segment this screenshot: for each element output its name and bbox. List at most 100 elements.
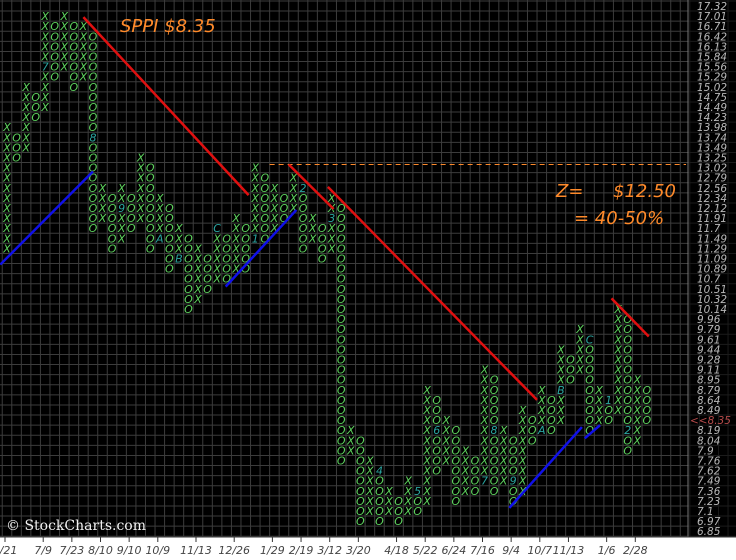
o-box: O (146, 212, 155, 225)
o-box: O (50, 71, 59, 84)
o-box: O (337, 273, 346, 286)
o-box: O (222, 242, 231, 255)
o-box: O (299, 212, 308, 225)
x-box: X (422, 485, 431, 498)
support-trend-line (508, 426, 583, 509)
x-box: X (79, 40, 88, 53)
o-box: O (337, 232, 346, 245)
o-box: O (566, 374, 575, 387)
x-box: X (60, 51, 69, 64)
x-box: X (155, 202, 164, 215)
month-marker: 3 (328, 212, 335, 225)
o-box: O (261, 172, 270, 185)
x-box: X (384, 495, 393, 508)
x-box: X (308, 212, 317, 225)
x-box: X (289, 172, 298, 185)
x-box: X (40, 101, 49, 114)
o-box: O (490, 384, 499, 397)
o-box: O (528, 414, 537, 427)
price-tick-label: 15.02 (697, 82, 727, 94)
price-tick-label: 12.56 (697, 183, 727, 195)
o-box: O (241, 222, 250, 235)
o-box: O (184, 283, 193, 296)
date-tick-label: 2/19 (289, 544, 314, 557)
price-tick-label: 14.23 (697, 112, 727, 124)
o-box: O (108, 222, 117, 235)
o-box: O (337, 434, 346, 447)
x-box: X (461, 444, 470, 457)
price-tick-label: 11.91 (697, 213, 727, 225)
date-tick-label: 6/24 (441, 544, 466, 557)
x-box: X (384, 485, 393, 498)
x-box: X (442, 444, 451, 457)
x-box: X (461, 475, 470, 488)
o-box: O (261, 202, 270, 215)
o-box: O (471, 475, 480, 488)
x-box: X (155, 222, 164, 235)
o-box: O (432, 414, 441, 427)
o-box: O (452, 434, 461, 447)
x-box: X (117, 192, 126, 205)
price-tick-label: 16.13 (697, 41, 727, 53)
x-box: X (136, 172, 145, 185)
price-tick-label: 7.36 (697, 486, 721, 498)
o-box: O (356, 515, 365, 528)
x-box: X (556, 374, 565, 387)
o-box: O (452, 455, 461, 468)
x-box: X (193, 242, 202, 255)
price-tick-label: 13.02 (697, 163, 727, 175)
o-box: O (375, 505, 384, 518)
o-box: O (623, 394, 632, 407)
x-box: X (594, 384, 603, 397)
price-tick-label: 12.79 (697, 173, 727, 185)
x-box: X (327, 222, 336, 235)
o-column: OOO (31, 91, 40, 124)
x-box: X (403, 475, 412, 488)
o-box: O (375, 515, 384, 528)
o-box: O (70, 71, 79, 84)
x-box: X (231, 222, 240, 235)
x-box: X (174, 232, 183, 245)
month-marker: B (557, 384, 565, 397)
x-box: X (136, 152, 145, 165)
o-box: O (356, 495, 365, 508)
price-tick-label: 7.23 (697, 496, 720, 508)
o-box: O (89, 91, 98, 104)
o-box: O (432, 455, 441, 468)
price-tick-label: 15.84 (697, 52, 727, 64)
x-box: X (60, 10, 69, 23)
o-box: O (623, 374, 632, 387)
o-box: O (89, 212, 98, 225)
price-tick-label: 7.49 (697, 476, 721, 488)
o-box: O (89, 182, 98, 195)
o-box: O (108, 212, 117, 225)
o-box: O (222, 263, 231, 276)
x-box: X (2, 232, 11, 245)
x-box: X (2, 131, 11, 144)
o-box: O (70, 20, 79, 33)
x-box: X (575, 323, 584, 336)
x-box: X (136, 212, 145, 225)
month-marker: 9 (510, 475, 517, 488)
o-box: O (184, 293, 193, 306)
price-axis: 17.3217.0116.7116.4216.1315.8415.5615.29… (687, 0, 736, 538)
month-marker: 6 (433, 424, 440, 437)
x-box: X (231, 263, 240, 276)
date-tick-label: 6/21 (0, 544, 17, 557)
x-box: X (499, 424, 508, 437)
o-box: O (337, 455, 346, 468)
x-box: X (289, 182, 298, 195)
o-box: O (356, 455, 365, 468)
resistance-trend-line (326, 186, 538, 401)
o-box: O (337, 394, 346, 407)
o-box: O (280, 202, 289, 215)
support-trend-line (0, 170, 94, 266)
